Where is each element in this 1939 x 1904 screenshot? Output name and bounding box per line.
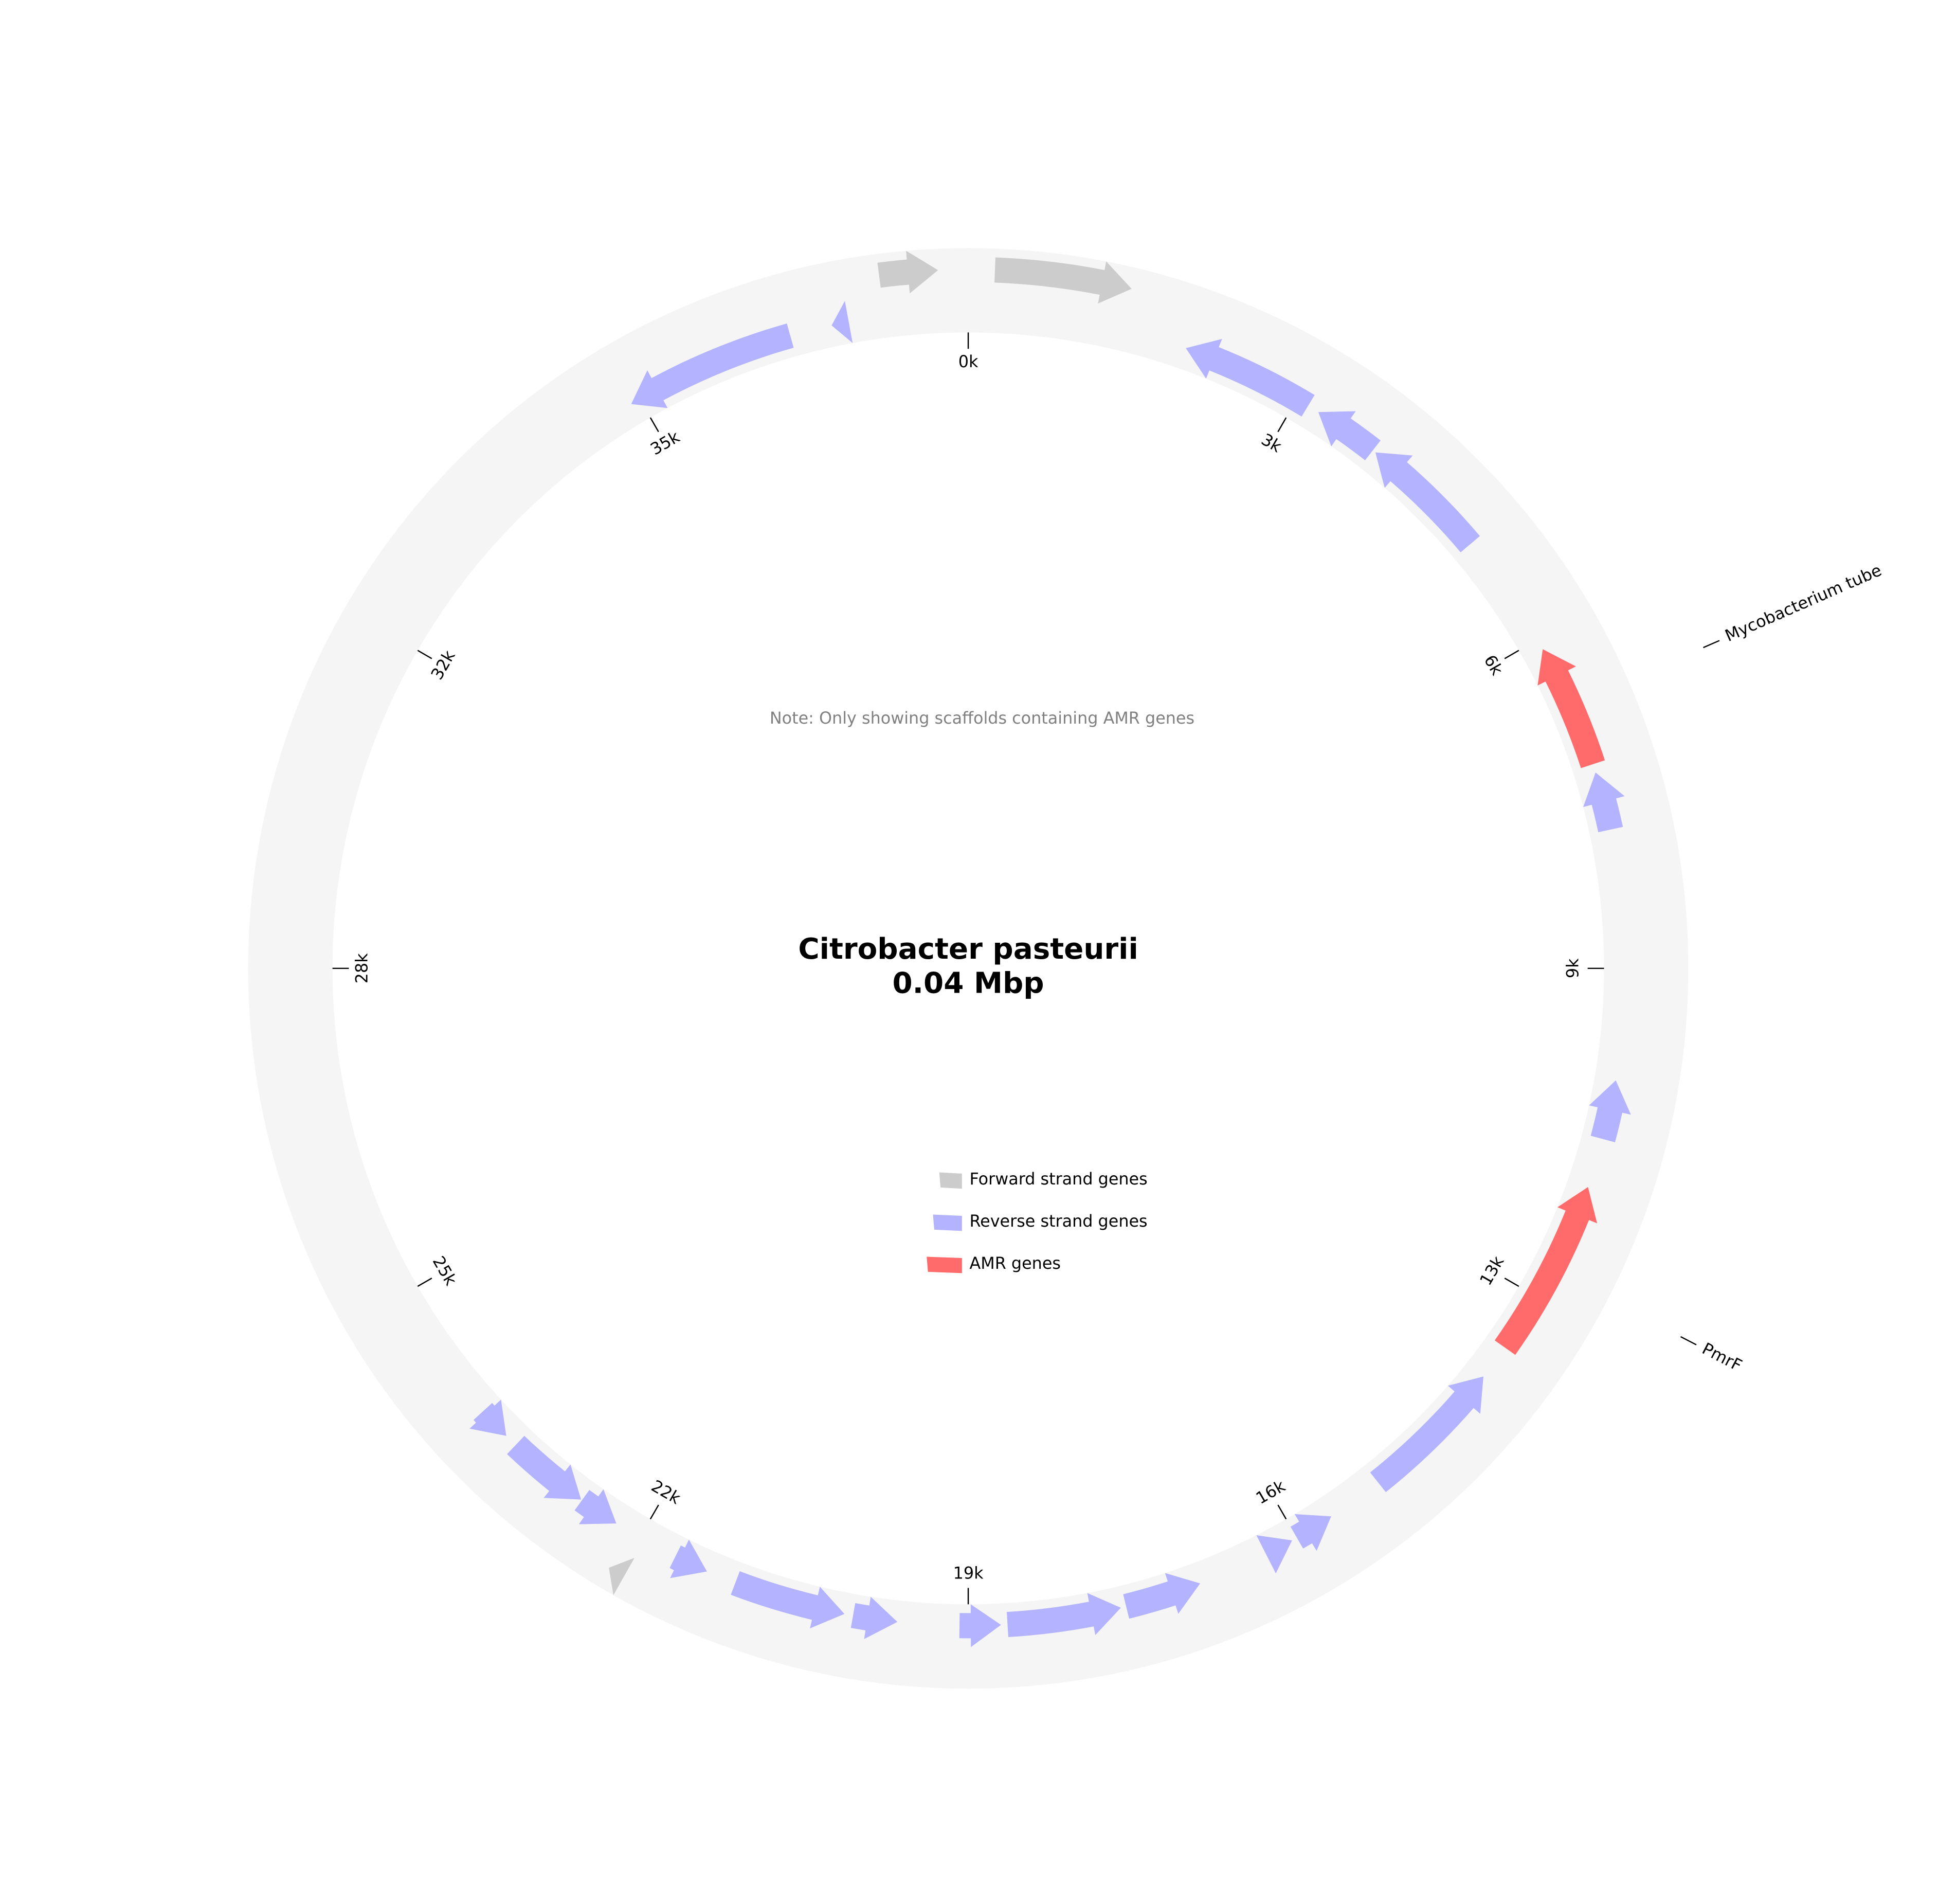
tick-mark (417, 1278, 432, 1287)
tick-label: 13k (1476, 1252, 1508, 1289)
gene-arrow (994, 257, 1132, 303)
gene-arrow (877, 250, 938, 294)
gene-arrow (1537, 649, 1605, 768)
gene-arrow (1186, 338, 1315, 417)
legend-swatch (933, 1214, 962, 1231)
tick-label: 32k (427, 646, 459, 683)
tick-mark (649, 1504, 659, 1520)
gene-arrow (831, 301, 853, 343)
gene-arrow (959, 1604, 1001, 1647)
legend-label: AMR genes (970, 1253, 1061, 1273)
gene-arrow (1007, 1593, 1121, 1638)
tick-mark (1504, 650, 1519, 659)
gene-arrow (669, 1539, 707, 1578)
tick-label: 35k (647, 427, 683, 459)
tick-mark (1277, 417, 1287, 433)
gene-arrow (1290, 1514, 1331, 1551)
legend-swatch (939, 1172, 962, 1189)
gene-arrow (609, 1558, 635, 1595)
gene-arrow (469, 1399, 506, 1436)
gene-label-line (1703, 640, 1720, 649)
gene-arrow (731, 1571, 845, 1629)
genome-ring (248, 248, 1689, 1689)
tick-mark (1504, 1278, 1519, 1287)
gene-label-line (1680, 1336, 1697, 1345)
chart-subtitle: 0.04 Mbp (892, 966, 1044, 1000)
legend-label: Reverse strand genes (970, 1211, 1148, 1231)
tick-mark (649, 417, 659, 433)
gene-arrow (1583, 773, 1625, 833)
tick-mark (1277, 1504, 1287, 1520)
tick-label: 28k (352, 953, 371, 983)
tick-label: 22k (648, 1476, 684, 1508)
gene-arrow (1318, 411, 1381, 460)
tick-label: 25k (429, 1253, 461, 1289)
gene-arrow (1375, 452, 1480, 552)
legend-label: Forward strand genes (970, 1169, 1148, 1189)
gene-label: Mycobacterium tube (1722, 560, 1884, 645)
gene-arrow (507, 1435, 582, 1500)
gene-arrow (1123, 1573, 1201, 1619)
gene-label: PmrF (1699, 1339, 1745, 1375)
gene-arrow (1494, 1187, 1598, 1355)
tick-label: 16k (1253, 1476, 1289, 1508)
gene-arrow (631, 323, 794, 408)
tick-label: 19k (953, 1564, 984, 1583)
tick-label: 6k (1480, 652, 1508, 679)
tick-mark (417, 650, 432, 659)
legend-swatch (927, 1256, 962, 1273)
gene-arrow (1589, 1080, 1631, 1143)
tick-label: 0k (958, 352, 978, 371)
tick-label: 9k (1563, 958, 1583, 978)
gene-arrow (850, 1596, 898, 1639)
gene-arrow (574, 1489, 617, 1524)
gene-arrow (1370, 1376, 1483, 1493)
gene-arrow (1256, 1535, 1292, 1574)
chart-title: Citrobacter pasteurii (798, 932, 1138, 966)
tick-label: 3k (1258, 429, 1285, 457)
note: Note: Only showing scaffolds containing … (770, 708, 1194, 728)
